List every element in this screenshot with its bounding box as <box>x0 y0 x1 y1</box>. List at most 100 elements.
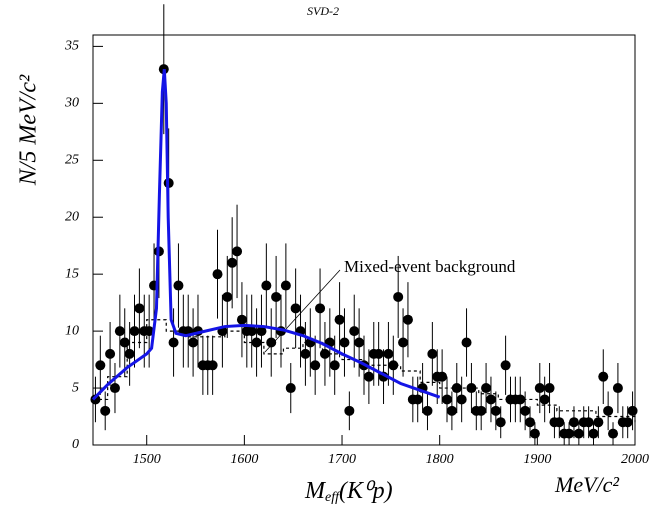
data-point <box>373 348 384 359</box>
data-point <box>393 291 404 302</box>
data-point <box>539 394 550 405</box>
fit-curve <box>91 69 441 401</box>
data-point <box>388 360 399 371</box>
data-point <box>246 326 257 337</box>
data-point <box>256 326 267 337</box>
data-point <box>334 314 345 325</box>
data-point <box>280 280 291 291</box>
data-point <box>319 348 330 359</box>
chart-title: SVD-2 <box>307 4 339 18</box>
x-unit-label: MeV/c² <box>554 472 619 497</box>
data-point <box>402 314 413 325</box>
data-point <box>520 405 531 416</box>
data-point <box>124 348 135 359</box>
data-point <box>95 360 106 371</box>
data-point <box>534 383 545 394</box>
data-point <box>285 383 296 394</box>
data-point <box>114 326 125 337</box>
data-point <box>119 337 130 348</box>
data-point <box>495 417 506 428</box>
x-tick-label: 1500 <box>133 452 161 467</box>
data-point <box>261 280 272 291</box>
data-point <box>105 348 116 359</box>
data-point <box>398 337 409 348</box>
data-point <box>573 428 584 439</box>
data-point <box>593 417 604 428</box>
y-tick-label: 15 <box>65 266 79 281</box>
data-point <box>442 394 453 405</box>
data-point <box>290 303 301 314</box>
x-axis-label: Meff(K⁰p) <box>304 478 393 506</box>
data-point <box>134 303 145 314</box>
data-point <box>627 405 638 416</box>
data-point <box>490 405 501 416</box>
data-point <box>588 428 599 439</box>
data-point <box>315 303 326 314</box>
data-point <box>339 337 350 348</box>
y-tick-label: 0 <box>72 437 79 452</box>
data-point <box>529 428 540 439</box>
data-point <box>207 360 218 371</box>
data-point <box>212 269 223 280</box>
data-point <box>554 417 565 428</box>
y-tick-label: 5 <box>72 380 79 395</box>
y-tick-label: 20 <box>65 209 79 224</box>
background-line <box>93 319 636 423</box>
data-point <box>515 394 526 405</box>
data-point <box>354 337 365 348</box>
data-point <box>603 405 614 416</box>
x-tick-label: 1900 <box>523 452 551 467</box>
data-point <box>412 394 423 405</box>
data-point <box>481 383 492 394</box>
annotation: Mixed-event background <box>344 257 516 276</box>
data-point <box>100 405 111 416</box>
x-label-rest: (K⁰p) <box>339 478 393 504</box>
data-point <box>466 383 477 394</box>
data-point <box>168 337 179 348</box>
data-point <box>188 337 199 348</box>
data-point <box>383 348 394 359</box>
data-point <box>422 405 433 416</box>
data-point <box>109 383 120 394</box>
data-point <box>271 291 282 302</box>
data-point <box>485 394 496 405</box>
data-point <box>144 326 155 337</box>
data-point <box>456 394 467 405</box>
data-point <box>173 280 184 291</box>
data-point <box>451 383 462 394</box>
data-point <box>129 326 140 337</box>
data-point <box>525 417 536 428</box>
data-point <box>222 291 233 302</box>
x-tick-label: 1600 <box>230 452 258 467</box>
data-point <box>344 405 355 416</box>
x-label-sub: eff <box>325 490 341 505</box>
annotation-line <box>264 269 341 353</box>
data-point <box>437 371 448 382</box>
data-point <box>329 360 340 371</box>
data-point <box>476 405 487 416</box>
data-point <box>544 383 555 394</box>
data-point <box>608 428 619 439</box>
data-point <box>227 257 238 268</box>
data-point <box>266 337 277 348</box>
data-point <box>612 383 623 394</box>
x-tick-label: 1700 <box>328 452 356 467</box>
data-point <box>564 428 575 439</box>
x-label-main: M <box>304 478 327 504</box>
data-point <box>90 394 101 405</box>
data-point <box>300 348 311 359</box>
data-point <box>500 360 511 371</box>
data-point <box>461 337 472 348</box>
data-point <box>598 371 609 382</box>
data-point <box>236 314 247 325</box>
x-tick-label: 2000 <box>621 452 649 467</box>
data-point <box>310 360 321 371</box>
plot-frame <box>92 34 636 446</box>
x-tick-label: 1800 <box>426 452 454 467</box>
y-tick-label: 25 <box>65 152 79 167</box>
data-point <box>232 246 243 257</box>
y-axis-label: N/5 MeV/c² <box>16 74 42 186</box>
data-point <box>349 326 360 337</box>
